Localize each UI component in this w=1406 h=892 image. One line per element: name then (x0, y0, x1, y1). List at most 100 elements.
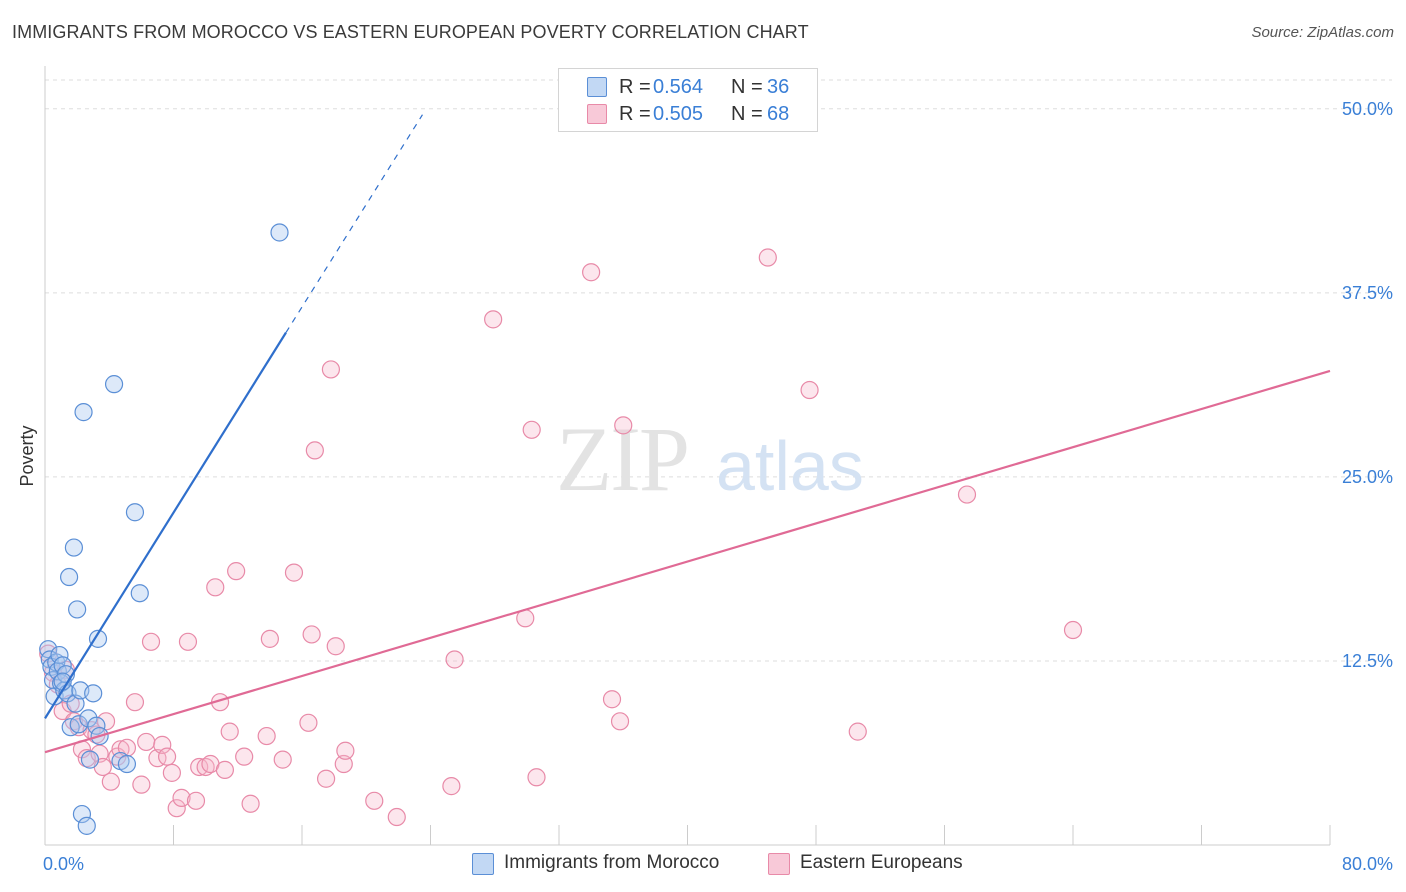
data-point-eastern (227, 562, 246, 581)
data-point-eastern (215, 760, 234, 780)
data-point-eastern (196, 757, 215, 777)
data-point-eastern (273, 750, 292, 769)
data-point-eastern (302, 625, 321, 644)
y-axis-label: Poverty (17, 425, 37, 486)
trend-lines (44, 114, 1331, 754)
data-point-morocco (117, 754, 137, 774)
source-label: Source: ZipAtlas.com (1251, 24, 1394, 41)
data-point-eastern (190, 757, 209, 777)
watermark-zip: ZIP (556, 408, 688, 510)
data-point-eastern (442, 777, 461, 796)
data-point-eastern (101, 772, 120, 791)
data-point-morocco (84, 684, 103, 703)
trend-line-eastern (44, 369, 1331, 754)
data-point-morocco (50, 645, 69, 665)
legend-n-label: N = (731, 76, 763, 98)
correlation-legend: R = 0.564 N = 36 R = 0.505 N = 68 (558, 68, 818, 132)
data-point-eastern (527, 768, 546, 787)
y-tick-label: 12.5% (1342, 651, 1393, 671)
data-point-eastern (484, 310, 503, 329)
legend-row-eastern: R = 0.505 N = 68 (559, 101, 817, 127)
data-point-eastern (387, 807, 406, 827)
data-point-eastern (257, 726, 276, 746)
data-point-morocco (64, 538, 84, 557)
bottom-legend-swatch-pink (768, 853, 790, 875)
legend-r-label: R = (619, 103, 651, 125)
axes (44, 66, 1331, 846)
legend-r-label: R = (619, 76, 651, 98)
data-point-eastern (153, 735, 172, 754)
x-tick-label-max: 80.0% (1342, 854, 1393, 874)
data-point-morocco (68, 600, 87, 619)
data-point-morocco (87, 716, 106, 735)
legend-n-label: N = (731, 103, 763, 125)
data-point-eastern (284, 563, 304, 582)
data-point-eastern (602, 690, 622, 709)
data-point-eastern (132, 775, 151, 794)
data-point-eastern (758, 248, 777, 267)
data-point-eastern (220, 722, 239, 741)
watermark-atlas: atlas (716, 427, 864, 505)
data-point-morocco (130, 584, 149, 603)
data-point-eastern (445, 650, 464, 669)
data-point-eastern (614, 416, 633, 435)
data-point-morocco (88, 629, 108, 648)
data-point-morocco (59, 567, 79, 587)
legend-swatch-blue (587, 77, 607, 97)
legend-n-value: 36 (767, 76, 790, 98)
data-point-eastern (316, 769, 336, 788)
data-point-eastern (167, 799, 186, 818)
data-point-morocco (270, 223, 289, 242)
legend-r-value: 0.505 (653, 103, 704, 125)
legend-n-value: 68 (767, 103, 790, 125)
bottom-legend-label: Immigrants from Morocco (504, 852, 720, 873)
data-point-morocco (104, 375, 124, 394)
grid-lines (45, 79, 1392, 662)
data-point-eastern (800, 380, 819, 400)
data-point-eastern (206, 578, 225, 597)
y-tick-label: 37.5% (1342, 283, 1393, 303)
data-point-eastern (305, 441, 324, 460)
data-point-eastern (582, 263, 601, 282)
x-tick-label-min: 0.0% (43, 854, 84, 874)
y-tick-label: 25.0% (1342, 467, 1393, 487)
data-point-eastern (157, 747, 177, 766)
data-point-morocco (77, 816, 96, 835)
data-point-eastern (241, 794, 260, 813)
chart-title: IMMIGRANTS FROM MOROCCO VS EASTERN EUROP… (12, 22, 809, 42)
data-point-eastern (162, 763, 181, 782)
data-point-eastern (610, 712, 630, 731)
data-point-eastern (125, 693, 145, 712)
trend-line-morocco (44, 332, 287, 719)
data-point-eastern (260, 629, 279, 648)
data-point-eastern (848, 722, 867, 741)
data-point-eastern (326, 637, 345, 656)
data-point-morocco (125, 503, 145, 522)
data-point-eastern (299, 713, 318, 732)
tick-labels: 12.5% 25.0% 37.5% 50.0% 0.0% 80.0% (43, 99, 1393, 874)
legend-swatch-pink (587, 104, 607, 124)
data-point-eastern (137, 732, 156, 752)
bottom-legend-swatch-blue (472, 853, 494, 875)
legend-row-morocco: R = 0.564 N = 36 (559, 74, 817, 100)
data-point-morocco (69, 715, 88, 734)
data-point-eastern (186, 791, 206, 810)
data-point-eastern (334, 754, 353, 774)
data-point-eastern (235, 747, 254, 766)
data-point-eastern (365, 791, 384, 810)
bottom-legend-label: Eastern Europeans (800, 852, 963, 873)
data-point-eastern (172, 788, 191, 807)
watermark: ZIP atlas (556, 408, 864, 510)
data-point-eastern (1063, 620, 1083, 640)
data-point-eastern (336, 741, 355, 760)
legend-r-value: 0.564 (653, 76, 704, 98)
data-point-eastern (141, 632, 161, 651)
data-point-morocco (80, 750, 100, 769)
data-point-eastern (522, 420, 541, 439)
data-point-eastern (957, 485, 977, 504)
trend-line-morocco-extrapolated (285, 114, 423, 333)
data-point-eastern (321, 360, 341, 379)
y-tick-label: 50.0% (1342, 99, 1393, 119)
data-point-morocco (74, 403, 93, 422)
